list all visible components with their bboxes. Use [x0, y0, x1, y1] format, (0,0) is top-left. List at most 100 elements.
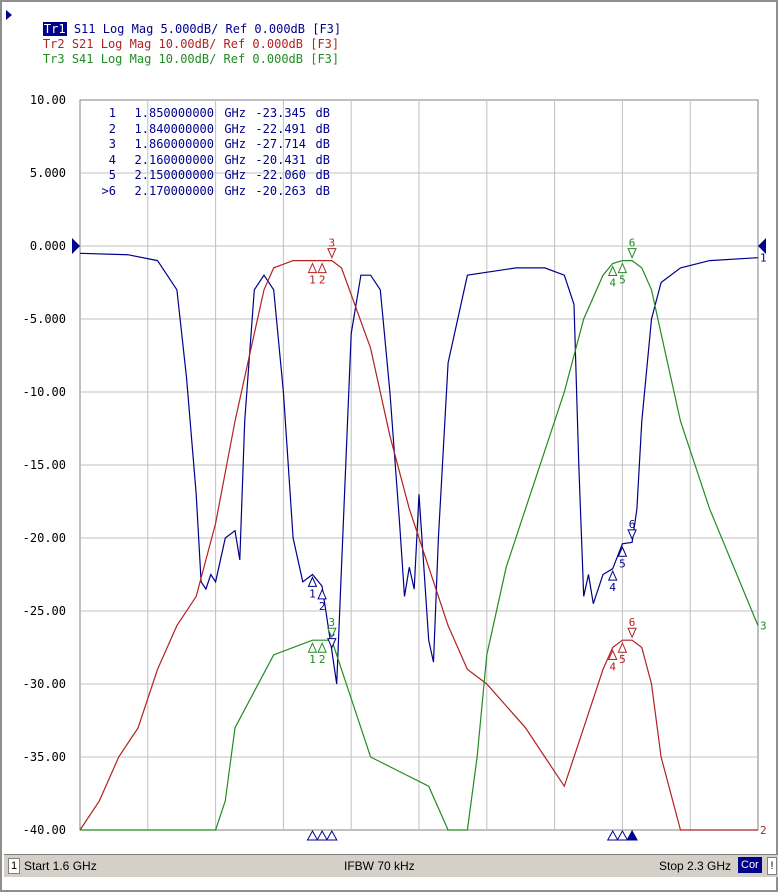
marker-unit: GHz: [224, 183, 246, 198]
marker-3-label: 3: [329, 616, 336, 629]
trace-2-end-label: 2: [760, 824, 767, 837]
marker-4-label: 4: [609, 277, 616, 290]
marker-5-triangle-icon[interactable]: [617, 641, 628, 653]
correction-badge[interactable]: Cor: [738, 857, 762, 873]
marker-3-triangle-icon[interactable]: [327, 627, 337, 639]
marker-3-triangle-icon[interactable]: [327, 638, 337, 649]
marker-2-triangle-icon[interactable]: [317, 262, 327, 274]
marker-2-label: 2: [319, 653, 326, 666]
marker-freq: 2.160000000: [134, 152, 214, 167]
marker-6-label: 6: [629, 237, 636, 250]
trace-1-line[interactable]: [79, 252, 759, 685]
marker-db: dB: [315, 137, 330, 151]
marker-row: 2 1.840000000 GHz -22.491 dB: [88, 122, 330, 138]
y-tick-label: 10.00: [30, 93, 66, 107]
marker-unit: GHz: [224, 106, 246, 120]
stop-frequency[interactable]: Stop 2.3 GHz: [659, 859, 732, 873]
marker-db: dB: [315, 168, 330, 182]
marker-id: >6: [101, 183, 116, 198]
trace-3-tag[interactable]: Tr3: [42, 52, 65, 66]
marker-unit: GHz: [224, 121, 246, 136]
trace-1-tag[interactable]: Tr1: [42, 22, 67, 36]
trace-2-header[interactable]: Tr2 S21 Log Mag 10.00dB/ Ref 0.000dB [F3…: [14, 23, 339, 65]
marker-5-label: 5: [619, 653, 626, 666]
marker-2-label: 2: [319, 274, 326, 287]
trace-3-header[interactable]: Tr3 S41 Log Mag 10.00dB/ Ref 0.000dB [F3…: [14, 38, 339, 80]
marker-6-triangle-icon[interactable]: [627, 248, 637, 259]
y-tick-label: -15.00: [23, 458, 66, 472]
trace-1-end-label: 1: [760, 252, 767, 265]
trace-2-tag[interactable]: Tr2: [42, 37, 65, 51]
y-tick-label: -25.00: [23, 604, 66, 618]
marker-table: 1 1.850000000 GHz -23.345 dB 2 1.840000000 GHz -…: [88, 106, 330, 199]
marker-5-label: 5: [619, 557, 626, 570]
y-tick-label: 0.000: [30, 239, 66, 253]
y-tick-label: -20.00: [23, 531, 66, 545]
marker-position-indicator-icon[interactable]: [316, 829, 328, 841]
marker-1-label: 1: [309, 653, 316, 666]
marker-value: -20.431: [255, 152, 306, 167]
trace-3-settings: S41 Log Mag 10.00dB/ Ref 0.000dB [F3]: [64, 52, 340, 66]
marker-row: 4 2.160000000 GHz -20.431 dB: [88, 153, 330, 169]
start-frequency[interactable]: Start 1.6 GHz: [24, 859, 97, 873]
channel-number[interactable]: 1: [8, 858, 20, 874]
marker-6-triangle-icon[interactable]: [627, 529, 637, 541]
marker-unit: GHz: [224, 152, 246, 167]
marker-2-triangle-icon[interactable]: [317, 588, 327, 600]
status-bar: 1 Start 1.6 GHz IFBW 70 kHz Stop 2.3 GHz…: [4, 854, 778, 877]
trace-3-line[interactable]: [80, 260, 759, 831]
trace-3-end-label: 3: [760, 620, 767, 633]
marker-1-label: 1: [309, 587, 316, 600]
marker-freq: 2.170000000: [134, 183, 214, 198]
marker-freq: 1.860000000: [134, 137, 214, 151]
marker-freq: 1.840000000: [134, 121, 214, 136]
marker-id: 3: [108, 137, 116, 151]
marker-value: -22.060: [255, 168, 306, 182]
marker-4-label: 4: [609, 661, 616, 674]
trace-1-settings: S11 Log Mag 5.000dB/ Ref 0.000dB [F3]: [66, 22, 342, 36]
marker-4-triangle-icon[interactable]: [607, 569, 618, 581]
ref-level-left-arrow-icon[interactable]: [72, 238, 80, 254]
marker-row: >6 2.170000000 GHz -20.263 dB: [88, 184, 330, 200]
y-tick-label: -5.000: [23, 312, 66, 326]
marker-4-triangle-icon[interactable]: [607, 265, 618, 277]
marker-4-label: 4: [609, 581, 616, 594]
marker-6-triangle-icon[interactable]: [627, 627, 637, 639]
marker-6-label: 6: [629, 518, 636, 531]
marker-1-triangle-icon[interactable]: [307, 262, 318, 274]
y-tick-label: -10.00: [23, 385, 66, 399]
marker-1-triangle-icon[interactable]: [307, 641, 318, 653]
marker-row: 3 1.860000000 GHz -27.714 dB: [88, 137, 330, 153]
marker-2-triangle-icon[interactable]: [317, 641, 327, 653]
trace-1-header[interactable]: Tr1 S11 Log Mag 5.000dB/ Ref 0.000dB [F3…: [14, 8, 341, 50]
marker-id: 5: [108, 168, 116, 182]
y-tick-label: -40.00: [23, 823, 66, 837]
warning-badge[interactable]: !: [767, 857, 777, 875]
marker-position-indicator-icon[interactable]: [626, 829, 638, 841]
y-tick-label: -35.00: [23, 750, 66, 764]
marker-value: -27.714: [255, 137, 306, 151]
chart-plot[interactable]: 10.00 5.000 0.000 -5.000 -10.00 -15.00 -20.00 -…: [2, 2, 776, 854]
marker-position-indicator-icon[interactable]: [606, 829, 619, 841]
marker-position-indicator-icon[interactable]: [306, 829, 319, 841]
marker-value: -22.491: [255, 121, 306, 136]
y-tick-label: 5.000: [30, 166, 66, 180]
active-trace-arrow-icon: [6, 10, 12, 20]
marker-5-triangle-icon[interactable]: [617, 546, 628, 557]
marker-3-triangle-icon[interactable]: [327, 248, 337, 259]
marker-1-triangle-icon[interactable]: [307, 576, 318, 587]
marker-position-indicator-icon[interactable]: [616, 829, 629, 841]
marker-2-label: 2: [319, 600, 326, 613]
marker-4-triangle-icon[interactable]: [607, 649, 618, 660]
marker-id: 1: [108, 106, 116, 120]
marker-id: 2: [108, 121, 116, 136]
marker-position-indicator-icon[interactable]: [325, 829, 338, 841]
ifbw-label[interactable]: IFBW 70 kHz: [344, 859, 415, 873]
marker-5-triangle-icon[interactable]: [617, 262, 628, 274]
marker-3-label: 3: [329, 237, 336, 250]
marker-db: dB: [315, 106, 330, 120]
trace-2-line[interactable]: [79, 260, 758, 831]
marker-row: 1 1.850000000 GHz -23.345 dB: [88, 106, 330, 122]
ref-level-right-arrow-icon[interactable]: [758, 238, 766, 254]
